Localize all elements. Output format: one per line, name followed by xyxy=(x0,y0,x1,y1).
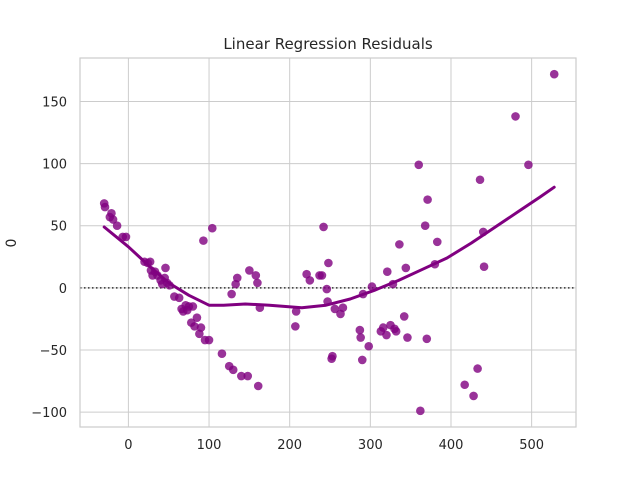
residual-point xyxy=(423,195,432,204)
residual-point xyxy=(174,293,184,303)
residual-point xyxy=(469,391,478,401)
residual-point xyxy=(432,237,442,247)
residual-point xyxy=(199,236,208,245)
residual-point xyxy=(328,351,337,361)
residual-point xyxy=(100,202,110,212)
residual-point xyxy=(391,327,401,336)
residual-point xyxy=(108,215,118,224)
residual-point xyxy=(382,330,391,340)
residual-point xyxy=(382,267,392,276)
residual-point xyxy=(319,222,328,232)
residual-point xyxy=(161,263,170,273)
y-tick-labels: −100 −50 0 50 100 150 xyxy=(31,95,67,421)
residual-point xyxy=(232,273,242,283)
x-tick-label: 500 xyxy=(519,438,544,453)
residual-point xyxy=(245,266,254,275)
residual-point xyxy=(291,322,300,331)
residual-point xyxy=(511,112,520,121)
residual-point xyxy=(322,284,332,294)
residual-point xyxy=(475,175,485,185)
plot-frame xyxy=(79,57,577,428)
x-tick-label: 200 xyxy=(277,438,302,453)
residual-point xyxy=(196,323,206,332)
residual-point xyxy=(228,365,238,375)
residual-points xyxy=(99,69,559,416)
residual-point xyxy=(237,371,246,381)
residual-point xyxy=(479,262,489,272)
residual-point xyxy=(317,271,327,280)
y-tick-label: 100 xyxy=(42,158,67,173)
x-tick-label: 400 xyxy=(439,438,464,453)
residual-point xyxy=(207,223,217,233)
y-tick-label: 150 xyxy=(42,95,67,110)
residual-point xyxy=(416,406,425,416)
y-axis-label: 0 xyxy=(4,239,20,248)
residual-point xyxy=(338,303,348,313)
residual-point xyxy=(378,323,388,332)
residual-point xyxy=(121,232,131,242)
residual-point xyxy=(188,302,198,311)
residual-point xyxy=(460,380,470,390)
residual-point xyxy=(251,271,261,280)
residual-point xyxy=(401,263,411,273)
residual-point xyxy=(324,258,333,268)
y-tick-label: −100 xyxy=(31,406,67,421)
smoothed-trend-line xyxy=(102,185,556,310)
residual-point xyxy=(403,333,412,342)
residual-point xyxy=(190,322,199,331)
residual-point xyxy=(356,333,365,342)
residual-point xyxy=(399,312,409,321)
residual-point xyxy=(330,304,340,314)
residual-point xyxy=(204,335,214,345)
residual-point xyxy=(355,325,365,335)
residual-point xyxy=(217,349,227,358)
residual-point xyxy=(473,364,482,373)
x-tick-label: 300 xyxy=(358,438,383,453)
residual-point xyxy=(395,240,404,249)
x-tick-labels: 0 100 200 300 400 500 xyxy=(124,438,544,453)
residual-point xyxy=(253,278,262,288)
residual-point xyxy=(227,289,236,299)
residual-point xyxy=(422,334,432,344)
y-tick-label: 0 xyxy=(59,282,67,297)
y-tick-label: −50 xyxy=(40,344,67,359)
x-tick-label: 100 xyxy=(197,438,222,453)
residual-point xyxy=(524,160,533,170)
y-tick-label: 50 xyxy=(50,220,67,235)
residual-point xyxy=(291,307,301,316)
residual-point xyxy=(414,160,424,170)
residual-point xyxy=(357,355,367,365)
chart-title: Linear Regression Residuals xyxy=(223,35,433,53)
residual-point xyxy=(420,221,430,231)
residual-point xyxy=(305,276,315,285)
residual-point xyxy=(253,381,263,391)
residual-point xyxy=(364,341,374,351)
x-tick-label: 0 xyxy=(124,438,132,453)
residual-point xyxy=(367,282,377,291)
residual-point xyxy=(243,371,253,381)
residual-point xyxy=(192,313,202,322)
residual-point xyxy=(549,69,559,79)
residual-point xyxy=(112,221,122,231)
